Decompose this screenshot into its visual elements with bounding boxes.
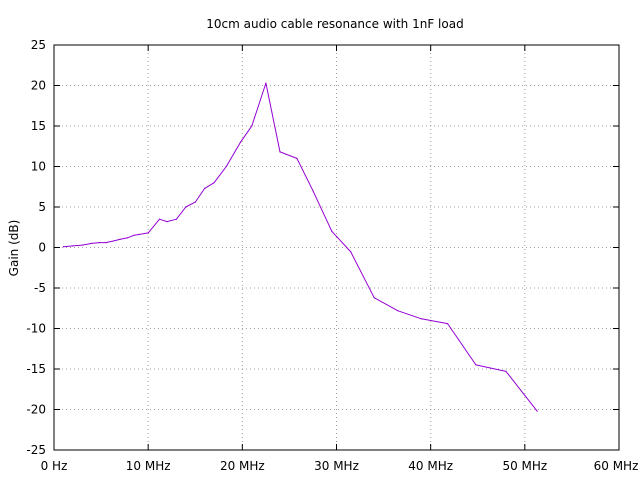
data-point: [72, 245, 74, 247]
data-point: [279, 151, 281, 153]
data-point: [81, 244, 83, 246]
data-point: [194, 201, 196, 203]
data-point: [350, 251, 352, 253]
data-point: [225, 165, 227, 168]
data-point: [475, 364, 477, 366]
y-tick-label: 0: [38, 241, 46, 255]
data-point: [536, 410, 538, 412]
y-tick-label: -20: [26, 403, 46, 417]
x-tick-label: 20 MHz: [220, 459, 265, 473]
data-point: [312, 190, 314, 192]
chart-title: 10cm audio cable resonance with 1nF load: [206, 17, 463, 31]
y-tick-label: 15: [31, 119, 46, 133]
data-point: [62, 246, 64, 248]
y-tick-label: 25: [31, 38, 46, 52]
data-point: [505, 370, 507, 372]
data-point: [175, 218, 177, 220]
y-tick-label: 10: [31, 160, 46, 174]
data-point: [126, 237, 129, 239]
data-point: [119, 238, 121, 240]
data-point: [296, 157, 298, 159]
data-point: [166, 221, 168, 223]
data-point: [105, 242, 107, 244]
data-point: [213, 182, 215, 184]
x-tick-label: 40 MHz: [408, 459, 453, 473]
data-point: [204, 187, 206, 189]
data-point: [98, 242, 100, 244]
data-point: [158, 218, 161, 220]
y-tick-label: -5: [34, 281, 46, 295]
data-point: [91, 242, 93, 244]
data-point: [133, 234, 135, 236]
data-point: [251, 125, 253, 127]
series-layer: [62, 82, 538, 412]
data-point: [373, 297, 375, 299]
y-axis-label: Gain (dB): [7, 220, 21, 277]
x-tick-label: 30 MHz: [314, 459, 359, 473]
x-tick-label: 50 MHz: [502, 459, 547, 473]
x-tick-label: 0 Hz: [41, 459, 68, 473]
data-point: [331, 230, 333, 232]
data-point: [447, 323, 449, 325]
data-point: [147, 232, 149, 234]
data-point: [239, 141, 242, 143]
tick-layer: [53, 44, 620, 451]
y-tick-label: 5: [38, 200, 46, 214]
y-tick-label: -10: [26, 322, 46, 336]
data-point: [112, 240, 114, 242]
y-tick-label: -15: [26, 362, 46, 376]
x-tick-label: 60 MHz: [594, 459, 639, 473]
data-point: [420, 318, 422, 320]
data-point: [397, 310, 399, 312]
y-tick-label: 20: [31, 79, 46, 93]
data-point: [265, 82, 267, 84]
data-point: [138, 233, 140, 236]
data-point: [185, 206, 187, 208]
x-tick-label: 10 MHz: [126, 459, 171, 473]
tick-label-layer: 25 20 15 10 5 0 -5 -10 -15 -20 -25 0 Hz 10 MHz 20 MHz…: [26, 38, 638, 473]
y-tick-label: -25: [26, 443, 46, 457]
